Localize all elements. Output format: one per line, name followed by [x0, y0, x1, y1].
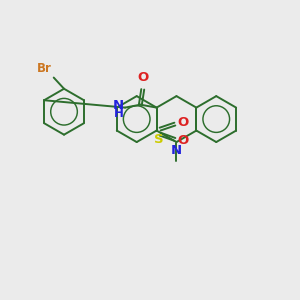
Text: H: H — [114, 107, 124, 120]
Text: O: O — [177, 134, 188, 147]
Text: Br: Br — [37, 61, 51, 75]
Text: N: N — [112, 99, 124, 112]
Text: S: S — [154, 133, 164, 146]
Text: N: N — [170, 144, 182, 158]
Text: O: O — [137, 71, 148, 84]
Text: O: O — [177, 116, 188, 129]
